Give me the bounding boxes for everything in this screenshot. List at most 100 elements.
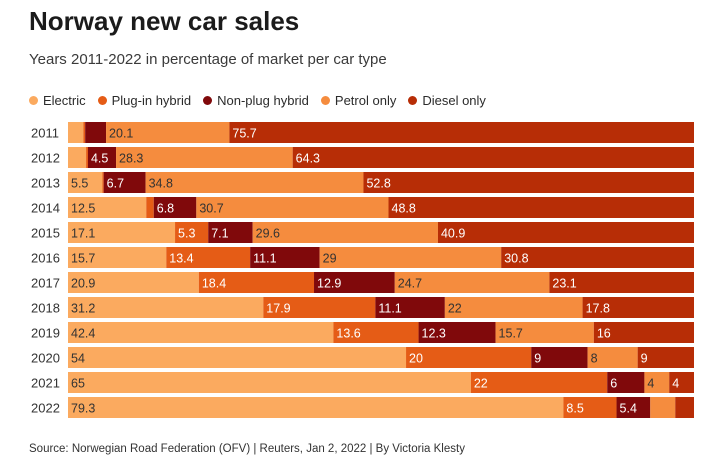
bar-segment [470, 372, 608, 393]
y-tick-label: 2022 [31, 401, 60, 416]
data-label: 52.8 [366, 177, 390, 191]
bar-segment [593, 322, 694, 343]
data-label: 18.4 [202, 277, 226, 291]
bar-segment [68, 172, 103, 193]
legend-item-electric: Electric [29, 93, 86, 108]
bar-segment [145, 172, 364, 193]
data-label: 20.9 [71, 277, 95, 291]
bar-segment [437, 222, 694, 243]
data-label: 79.3 [71, 402, 95, 416]
data-label: 22 [448, 302, 462, 316]
legend-swatch-petrol [320, 96, 330, 105]
y-tick-label: 2015 [31, 226, 60, 241]
data-label: 29 [323, 252, 337, 266]
data-label: 22 [474, 377, 488, 391]
data-label: 64.3 [296, 152, 320, 166]
data-label: 17.8 [586, 302, 610, 316]
y-tick-label: 2016 [31, 251, 60, 266]
bar-segment [229, 122, 695, 143]
data-label: 6 [610, 377, 617, 391]
bar-segment [103, 172, 146, 193]
data-label: 4.5 [91, 152, 108, 166]
bar-segment [263, 297, 376, 318]
legend-item-nonplug-hybrid: Non-plug hybrid [203, 93, 309, 108]
data-label: 42.4 [71, 327, 95, 341]
data-label: 5.4 [620, 402, 637, 416]
bar-segment [582, 297, 694, 318]
data-label: 15.7 [499, 327, 523, 341]
bar-segment [319, 247, 502, 268]
bar-segment [208, 222, 253, 243]
legend-swatch-plugin-hybrid [97, 96, 107, 105]
legend: Electric Plug-in hybrid Non-plug hybrid … [29, 93, 486, 108]
legend-swatch-nonplug-hybrid [203, 96, 213, 105]
bar-segment [68, 197, 147, 218]
data-label: 5.3 [178, 227, 195, 241]
data-label: 17.9 [266, 302, 290, 316]
bar-segment [86, 147, 88, 168]
legend-item-diesel: Diesel only [408, 93, 486, 108]
data-label: 9 [534, 352, 541, 366]
legend-swatch-electric [29, 96, 38, 105]
data-label: 40.9 [441, 227, 465, 241]
legend-label-electric: Electric [43, 93, 86, 108]
bar-segment [68, 272, 199, 293]
data-label: 20.1 [109, 127, 133, 141]
chart-subtitle: Years 2011-2022 in percentage of market … [29, 51, 387, 68]
data-label: 11.1 [253, 252, 276, 266]
bar-segment [68, 397, 564, 418]
legend-label-petrol: Petrol only [334, 93, 397, 108]
bar-segment [650, 397, 676, 418]
data-label: 13.4 [169, 252, 193, 266]
data-label: 48.8 [392, 202, 416, 216]
data-label: 7.1 [211, 227, 228, 241]
legend-label-nonplug-hybrid: Non-plug hybrid [217, 93, 309, 108]
bar-segment [153, 197, 197, 218]
y-tick-label: 2017 [31, 276, 60, 291]
data-label: 30.7 [199, 202, 223, 216]
bar-segment [406, 347, 532, 368]
data-label: 34.8 [149, 177, 173, 191]
legend-swatch-diesel [408, 96, 418, 105]
data-label: 12.9 [317, 277, 341, 291]
bar-segment [388, 197, 694, 218]
data-label: 6.8 [157, 202, 174, 216]
y-tick-label: 2019 [31, 326, 60, 341]
legend-item-plugin-hybrid: Plug-in hybrid [97, 93, 192, 108]
legend-label-diesel: Diesel only [422, 93, 486, 108]
data-label: 16 [597, 327, 611, 341]
bar-segment [314, 272, 395, 293]
bar-segment [531, 347, 588, 368]
bar-segment [102, 172, 104, 193]
legend-item-petrol: Petrol only [320, 93, 397, 108]
bar-segment [363, 172, 694, 193]
data-label: 4 [672, 377, 679, 391]
y-tick-label: 2020 [31, 351, 60, 366]
source-note: Source: Norwegian Road Federation (OFV) … [29, 443, 465, 455]
y-tick-label: 2013 [31, 176, 60, 191]
bar-segment [292, 147, 694, 168]
data-label: 28.3 [119, 152, 143, 166]
data-label: 8 [591, 352, 598, 366]
data-label: 20 [409, 352, 423, 366]
bar-segment [68, 147, 87, 168]
bar-segment [68, 322, 334, 343]
bar-segment [68, 372, 471, 393]
data-label: 9 [641, 352, 648, 366]
data-label: 65 [71, 377, 85, 391]
bar-segment [587, 347, 638, 368]
bar-segment [675, 397, 694, 418]
bar-segment [669, 372, 694, 393]
data-label: 4 [647, 377, 654, 391]
bar-segment [501, 247, 694, 268]
bar-segment [198, 272, 315, 293]
bar-segment [563, 397, 617, 418]
bar-segment [394, 272, 550, 293]
data-label: 29.6 [256, 227, 280, 241]
bar-segment [418, 322, 496, 343]
y-tick-label: 2021 [31, 376, 60, 391]
legend-label-plugin-hybrid: Plug-in hybrid [111, 93, 192, 108]
bar-segment [116, 147, 293, 168]
bar-segment [68, 347, 407, 368]
